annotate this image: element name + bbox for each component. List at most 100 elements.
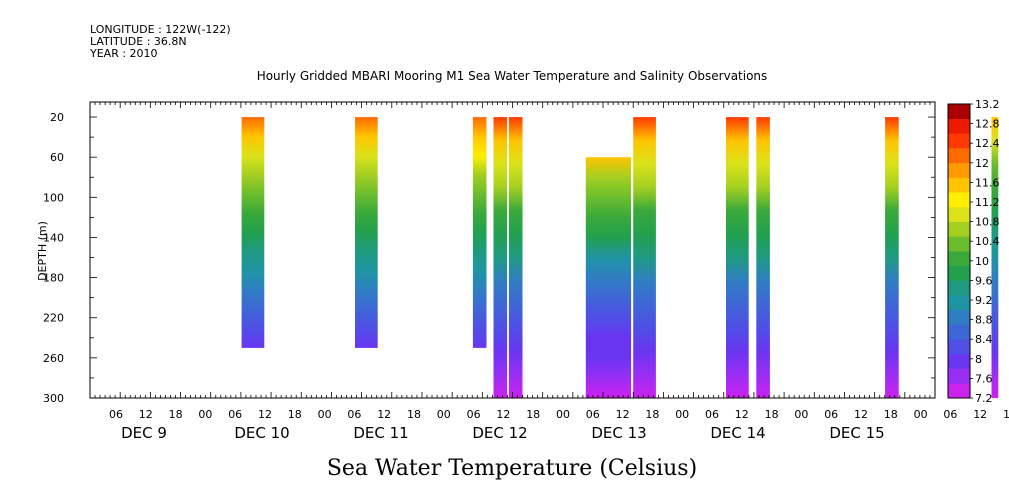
colorbar-swatch <box>948 162 970 178</box>
colorbar-swatch <box>948 265 970 281</box>
colorbar: 13.2 12.8 12.4 12 11.6 11.2 10.8 10.4 10 9.6 9.2 8.… <box>947 98 1000 405</box>
x-hour-tick-label: 00 <box>675 408 689 421</box>
x-day-label: DEC 14 <box>710 424 765 442</box>
colorbar-tick-label: 12.4 <box>975 137 1000 150</box>
colorbar-swatch <box>948 221 970 237</box>
longitude-label: LONGITUDE : 122W(-122) <box>90 23 231 36</box>
y-tick-label: 180 <box>43 272 64 285</box>
x-hour-tick-label: 00 <box>318 408 332 421</box>
y-tick-label: 140 <box>43 231 64 244</box>
colorbar-tick-label: 10.4 <box>975 235 1000 248</box>
x-hour-tick-label: 18 <box>1003 408 1009 421</box>
temperature-profile <box>726 117 749 398</box>
x-hour-tick-label: 06 <box>109 408 123 421</box>
colorbar-swatch <box>948 148 970 164</box>
colorbar-tick-label: 8.8 <box>975 314 993 327</box>
x-hour-tick-label: 18 <box>645 408 659 421</box>
colorbar-swatch <box>948 104 970 119</box>
colorbar-tick-label: 13.2 <box>975 98 1000 111</box>
x-day-label: DEC 10 <box>234 424 289 442</box>
year-label: YEAR : 2010 <box>90 47 158 60</box>
x-hour-tick-label: 06 <box>824 408 838 421</box>
y-tick-label: 260 <box>43 352 64 365</box>
x-hour-tick-label: 00 <box>914 408 928 421</box>
x-hour-tick-label: 18 <box>526 408 540 421</box>
temperature-profile <box>633 117 656 398</box>
x-hour-tick-label: 06 <box>228 408 242 421</box>
colorbar-swatch <box>948 177 970 193</box>
colorbar-tick-label: 12 <box>975 157 989 170</box>
temperature-profile <box>885 117 899 398</box>
colorbar-swatch <box>948 251 970 266</box>
colorbar-swatch <box>948 368 970 384</box>
colorbar-swatch <box>948 118 970 134</box>
colorbar-swatch <box>948 206 970 222</box>
colorbar-swatch <box>948 236 970 252</box>
x-axis-label: Sea Water Temperature (Celsius) <box>327 456 697 481</box>
temperature-profile <box>493 117 508 398</box>
x-hour-tick-label: 18 <box>407 408 421 421</box>
colorbar-tick-label: 9.2 <box>975 294 993 307</box>
plot-area <box>90 102 999 398</box>
chart-title: Hourly Gridded MBARI Mooring M1 Sea Wate… <box>257 69 768 83</box>
x-day-label: DEC 11 <box>353 424 408 442</box>
temperature-profile <box>472 117 487 348</box>
temperature-profile <box>756 117 770 398</box>
x-hour-tick-label: 06 <box>705 408 719 421</box>
x-hour-tick-label: 12 <box>258 408 272 421</box>
x-hour-tick-label: 12 <box>496 408 510 421</box>
x-hour-tick-label: 06 <box>347 408 361 421</box>
x-hour-tick-label: 12 <box>973 408 987 421</box>
x-hour-tick-label: 06 <box>943 408 957 421</box>
x-hour-tick-label: 00 <box>794 408 808 421</box>
latitude-label: LATITUDE : 36.8N <box>90 35 187 48</box>
colorbar-swatch <box>948 133 970 149</box>
colorbar-tick-label: 10 <box>975 255 989 268</box>
colorbar-swatch <box>948 280 970 296</box>
temperature-profile <box>241 117 265 348</box>
x-day-label: DEC 12 <box>472 424 527 442</box>
temperature-profile <box>508 117 523 398</box>
y-tick-label: 20 <box>50 111 64 124</box>
colorbar-swatch <box>948 353 970 369</box>
colorbar-tick-label: 11.6 <box>975 176 1000 189</box>
axes: 06 12 18 00 06 12 18 00 06 12 18 00 06 12 18 00 06 12 18 00… <box>43 101 1009 442</box>
y-tick-label: 300 <box>43 392 64 405</box>
x-hour-tick-label: 06 <box>586 408 600 421</box>
temperature-profile <box>991 117 999 398</box>
temperature-profile <box>355 117 378 348</box>
colorbar-swatch <box>948 309 970 325</box>
colorbar-swatch <box>948 339 970 355</box>
x-day-label: DEC 9 <box>121 424 167 442</box>
colorbar-tick-label: 9.6 <box>975 274 993 287</box>
x-day-label: DEC 15 <box>829 424 884 442</box>
colorbar-swatch <box>948 324 970 340</box>
colorbar-tick-label: 7.2 <box>975 392 993 405</box>
x-hour-tick-label: 12 <box>854 408 868 421</box>
y-tick-label: 60 <box>50 151 64 164</box>
y-tick-label: 220 <box>43 312 64 325</box>
colorbar-tick-label: 8 <box>975 353 982 366</box>
colorbar-frame <box>947 103 971 399</box>
colorbar-tick-label: 7.6 <box>975 372 993 385</box>
x-hour-tick-label: 06 <box>467 408 481 421</box>
x-hour-tick-label: 12 <box>377 408 391 421</box>
x-hour-tick-label: 12 <box>139 408 153 421</box>
y-axis-label: DEPTH (m) <box>36 221 49 281</box>
temperature-profile <box>585 157 632 398</box>
x-day-label: DEC 13 <box>591 424 646 442</box>
colorbar-tick-label: 8.4 <box>975 333 993 346</box>
x-hour-tick-label: 18 <box>765 408 779 421</box>
x-hour-tick-label: 12 <box>735 408 749 421</box>
colorbar-swatch <box>948 192 970 208</box>
metadata-block: LONGITUDE : 122W(-122) LATITUDE : 36.8N … <box>90 24 231 60</box>
colorbar-swatch <box>948 295 970 311</box>
x-hour-tick-label: 00 <box>198 408 212 421</box>
x-hour-tick-label: 18 <box>169 408 183 421</box>
y-tick-label: 100 <box>43 191 64 204</box>
x-hour-tick-label: 00 <box>437 408 451 421</box>
colorbar-tick-label: 10.8 <box>975 216 1000 229</box>
colorbar-tick-label: 11.2 <box>975 196 1000 209</box>
x-hour-tick-label: 12 <box>616 408 630 421</box>
